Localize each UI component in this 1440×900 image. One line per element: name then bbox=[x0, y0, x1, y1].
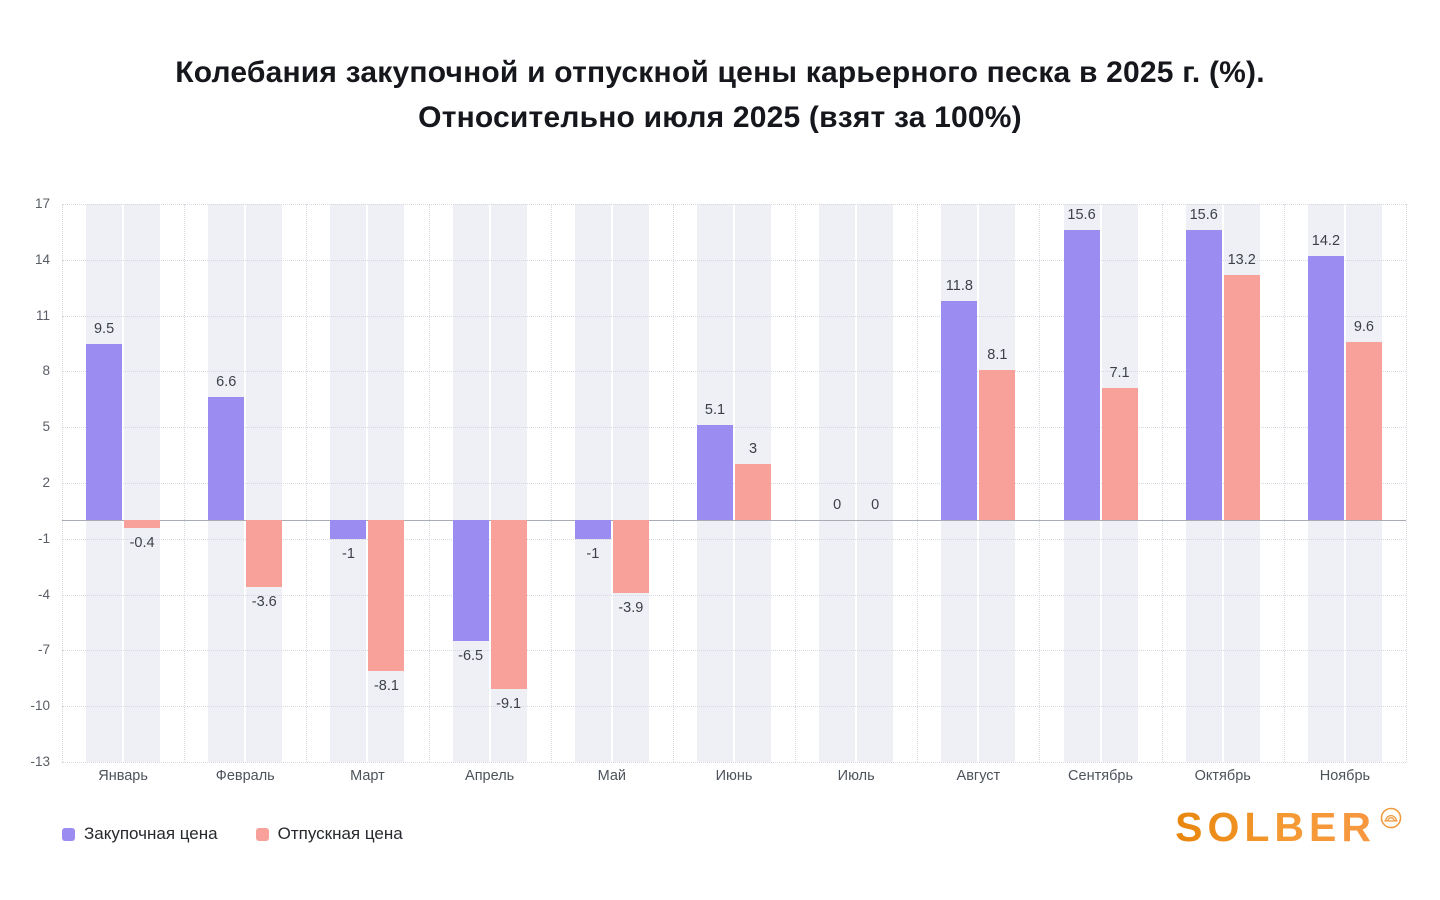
bar-value-label: 0 bbox=[833, 497, 842, 514]
bar-value-label: -3.6 bbox=[251, 594, 277, 611]
selling-price-bar bbox=[490, 520, 527, 690]
horizontal-gridline bbox=[62, 371, 1406, 373]
bar-value-label: -0.4 bbox=[129, 534, 155, 551]
bar-value-label: 14.2 bbox=[1311, 233, 1341, 250]
bar-value-label: 7.1 bbox=[1109, 365, 1130, 382]
chart-title: Колебания закупочной и отпускной цены ка… bbox=[0, 50, 1440, 140]
bar-value-label: 3 bbox=[748, 441, 758, 458]
chart-title-line2: Относительно июля 2025 (взят за 100%) bbox=[418, 101, 1022, 134]
purchase-price-bar bbox=[452, 520, 489, 642]
purchase-price-bar bbox=[1063, 230, 1100, 521]
bar-value-label: 15.6 bbox=[1189, 207, 1218, 224]
bar-value-label: 11.8 bbox=[945, 277, 973, 294]
horizontal-gridline bbox=[62, 762, 1406, 763]
x-tick-label: Сентябрь bbox=[1068, 768, 1134, 784]
bar-value-label: 9.5 bbox=[93, 320, 115, 337]
x-tick-label: Март bbox=[350, 768, 385, 784]
legend-item-selling-price: Отпускная цена bbox=[255, 824, 403, 844]
bar-value-label: 6.6 bbox=[216, 374, 237, 391]
selling-price-marker bbox=[255, 827, 269, 841]
bar-value-label: -8.1 bbox=[373, 677, 399, 694]
bar-value-label: 9.6 bbox=[1353, 318, 1374, 335]
y-tick-label: 11 bbox=[35, 307, 50, 323]
horizontal-gridline bbox=[62, 259, 1406, 261]
legend: Закупочная цена Отпускная цена bbox=[62, 824, 403, 844]
vertical-gridline bbox=[1406, 204, 1407, 762]
purchase-price-bar bbox=[697, 425, 733, 521]
x-tick-label: Январь bbox=[98, 768, 148, 784]
horizontal-gridline bbox=[62, 427, 1406, 429]
y-tick-label: 8 bbox=[42, 363, 50, 379]
selling-price-bar bbox=[246, 520, 283, 588]
x-tick-label: Октябрь bbox=[1194, 768, 1251, 784]
selling-price-bar bbox=[124, 520, 161, 528]
bar-value-label: 5.1 bbox=[704, 402, 726, 419]
zero-line bbox=[62, 520, 1406, 522]
bar-value-label: -3.9 bbox=[618, 599, 644, 616]
y-tick-label: -10 bbox=[30, 698, 50, 714]
y-tick-label: -7 bbox=[37, 642, 50, 658]
selling-price-bar bbox=[1345, 341, 1382, 521]
bar-value-label: -6.5 bbox=[458, 648, 484, 665]
x-tick-label: Май bbox=[597, 768, 627, 784]
purchase-price-label: Закупочная цена bbox=[84, 824, 218, 843]
solber-logo: SOLBER bbox=[1175, 804, 1402, 850]
y-tick-label: 2 bbox=[42, 475, 50, 490]
purchase-price-bar bbox=[574, 520, 611, 539]
selling-price-bar bbox=[612, 520, 649, 593]
bar-value-label: -9.1 bbox=[496, 696, 522, 713]
x-tick-label: Июнь bbox=[715, 768, 753, 784]
x-axis: Январь Февраль Март Апрель Май Июнь Июль Август… bbox=[62, 768, 1406, 788]
horizontal-gridline bbox=[62, 594, 1406, 596]
x-tick-label: Февраль bbox=[215, 768, 275, 784]
legend-item-purchase-price: Закупочная цена bbox=[62, 824, 218, 844]
purchase-price-bar bbox=[208, 397, 245, 521]
horizontal-gridline bbox=[62, 204, 1406, 205]
purchase-price-bar bbox=[330, 520, 367, 539]
horizontal-gridline bbox=[62, 315, 1406, 317]
y-tick-label: 14 bbox=[34, 251, 50, 267]
x-tick-label: Апрель bbox=[465, 768, 515, 784]
bar-value-label: 0 bbox=[871, 497, 880, 514]
y-tick-label: -1 bbox=[37, 530, 50, 546]
bar-value-label: 15.6 bbox=[1067, 207, 1096, 224]
x-tick-label: Август bbox=[956, 768, 1001, 784]
selling-price-bar bbox=[979, 369, 1016, 521]
bar-value-label: -1 bbox=[586, 545, 600, 562]
y-tick-label: -13 bbox=[30, 754, 50, 769]
plot-area: 9.5 6.6 -1 -6.5 -1 5.1 0 11.8 15.6 15.6 14.2 -0.4 -3… bbox=[62, 204, 1407, 763]
selling-price-bar bbox=[368, 520, 405, 671]
selling-price-bar bbox=[735, 464, 771, 521]
selling-price-bar bbox=[1101, 388, 1138, 521]
purchase-price-bar bbox=[86, 343, 123, 521]
purchase-price-bar bbox=[1307, 256, 1344, 521]
horizontal-gridline bbox=[62, 483, 1406, 484]
y-tick-label: 5 bbox=[42, 419, 50, 435]
horizontal-gridline bbox=[62, 706, 1406, 708]
purchase-price-marker bbox=[62, 827, 75, 841]
selling-price-label: Отпускная цена bbox=[277, 824, 403, 843]
y-tick-label: 17 bbox=[34, 196, 50, 211]
purchase-price-bar bbox=[941, 300, 978, 521]
chart-title-line1: Колебания закупочной и отпускной цены ка… bbox=[175, 56, 1265, 89]
x-tick-label: Ноябрь bbox=[1319, 768, 1371, 784]
bar-value-label: 8.1 bbox=[987, 346, 1008, 363]
bar-value-label: -1 bbox=[342, 545, 355, 562]
bar-value-label: 13.2 bbox=[1227, 251, 1256, 268]
selling-price-bar bbox=[1223, 274, 1260, 521]
horizontal-gridline bbox=[62, 650, 1406, 652]
solber-logo-text: SOLBER bbox=[1175, 804, 1376, 850]
x-tick-label: Июль bbox=[837, 768, 875, 784]
y-tick-label: -4 bbox=[37, 586, 50, 602]
horizontal-gridline bbox=[62, 538, 1406, 540]
sun-icon bbox=[1380, 807, 1402, 834]
y-axis: 17 14 11 8 5 2 -1 -4 -7 -10 -13 bbox=[0, 196, 50, 769]
purchase-price-bar bbox=[1185, 230, 1222, 521]
